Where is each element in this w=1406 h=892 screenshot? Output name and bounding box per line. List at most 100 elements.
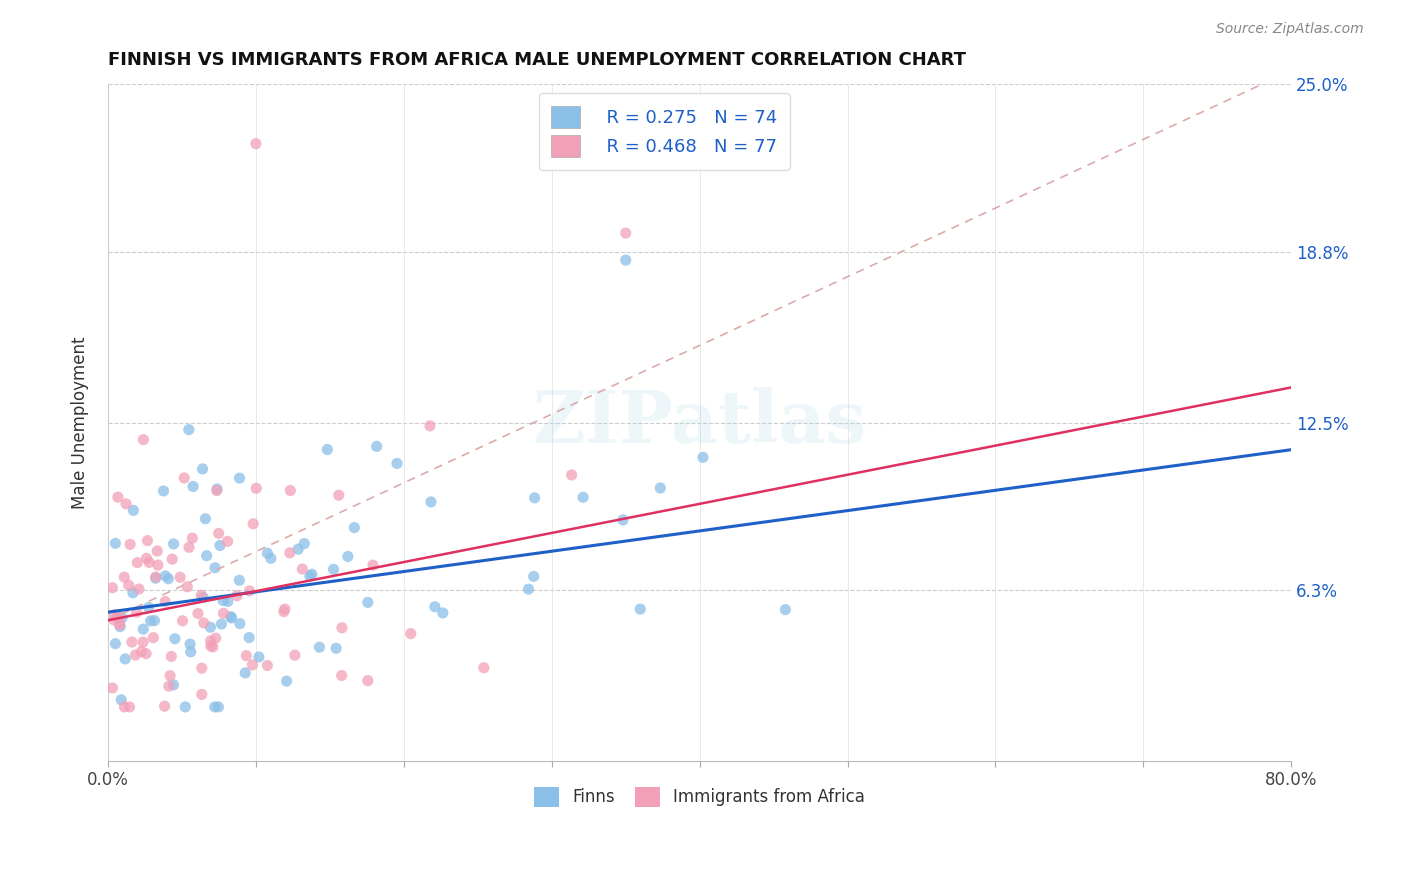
- Point: [523, 569, 546, 583]
- Point: [107, 490, 129, 504]
- Point: [205, 483, 228, 498]
- Point: [181, 479, 204, 493]
- Point: [132, 635, 155, 649]
- Point: [195, 549, 218, 563]
- Point: [155, 594, 177, 608]
- Point: [245, 481, 267, 495]
- Point: [316, 442, 339, 457]
- Point: [160, 552, 183, 566]
- Point: [614, 253, 637, 268]
- Point: [180, 645, 202, 659]
- Y-axis label: Male Unemployment: Male Unemployment: [72, 336, 89, 508]
- Point: [330, 621, 353, 635]
- Point: [122, 586, 145, 600]
- Point: [219, 609, 242, 624]
- Point: [366, 439, 388, 453]
- Point: [242, 516, 264, 531]
- Point: [143, 614, 166, 628]
- Point: [284, 648, 307, 662]
- Point: [561, 467, 583, 482]
- Point: [336, 549, 359, 564]
- Point: [108, 617, 131, 632]
- Point: [104, 637, 127, 651]
- Point: [229, 616, 252, 631]
- Point: [221, 611, 243, 625]
- Point: [204, 631, 226, 645]
- Text: FINNISH VS IMMIGRANTS FROM AFRICA MALE UNEMPLOYMENT CORRELATION CHART: FINNISH VS IMMIGRANTS FROM AFRICA MALE U…: [108, 51, 966, 69]
- Point: [173, 471, 195, 485]
- Point: [212, 607, 235, 621]
- Point: [118, 578, 141, 592]
- Point: [172, 614, 194, 628]
- Point: [194, 512, 217, 526]
- Point: [235, 648, 257, 663]
- Point: [240, 657, 263, 672]
- Point: [432, 606, 454, 620]
- Point: [177, 423, 200, 437]
- Point: [138, 555, 160, 569]
- Point: [274, 602, 297, 616]
- Point: [128, 582, 150, 596]
- Point: [101, 681, 124, 695]
- Point: [169, 570, 191, 584]
- Point: [200, 639, 222, 653]
- Point: [159, 669, 181, 683]
- Point: [190, 588, 212, 602]
- Point: [179, 637, 201, 651]
- Point: [292, 536, 315, 550]
- Point: [207, 526, 229, 541]
- Point: [322, 562, 344, 576]
- Point: [200, 633, 222, 648]
- Point: [308, 640, 330, 655]
- Point: [212, 593, 235, 607]
- Point: [176, 580, 198, 594]
- Point: [145, 571, 167, 585]
- Point: [278, 483, 301, 498]
- Point: [298, 569, 321, 583]
- Point: [472, 661, 495, 675]
- Point: [108, 610, 131, 624]
- Text: ZIPatlas: ZIPatlas: [533, 387, 866, 458]
- Point: [273, 605, 295, 619]
- Point: [247, 650, 270, 665]
- Point: [775, 602, 797, 616]
- Point: [101, 581, 124, 595]
- Point: [118, 700, 141, 714]
- Point: [208, 539, 231, 553]
- Point: [138, 600, 160, 615]
- Point: [256, 546, 278, 560]
- Point: [291, 562, 314, 576]
- Point: [132, 622, 155, 636]
- Point: [385, 457, 408, 471]
- Point: [190, 661, 212, 675]
- Point: [114, 652, 136, 666]
- Point: [217, 534, 239, 549]
- Point: [104, 536, 127, 550]
- Point: [343, 520, 366, 534]
- Point: [228, 573, 250, 587]
- Point: [419, 418, 441, 433]
- Point: [122, 503, 145, 517]
- Point: [103, 607, 125, 622]
- Point: [153, 699, 176, 714]
- Point: [614, 226, 637, 240]
- Point: [108, 615, 131, 630]
- Point: [238, 631, 260, 645]
- Point: [136, 533, 159, 548]
- Point: [127, 556, 149, 570]
- Point: [120, 537, 142, 551]
- Point: [256, 658, 278, 673]
- Point: [110, 693, 132, 707]
- Point: [628, 602, 651, 616]
- Point: [201, 640, 224, 654]
- Point: [301, 567, 323, 582]
- Point: [517, 582, 540, 596]
- Point: [612, 513, 634, 527]
- Point: [205, 482, 228, 496]
- Point: [245, 136, 267, 151]
- Point: [125, 605, 148, 619]
- Point: [217, 594, 239, 608]
- Point: [211, 617, 233, 632]
- Point: [146, 558, 169, 573]
- Point: [193, 615, 215, 630]
